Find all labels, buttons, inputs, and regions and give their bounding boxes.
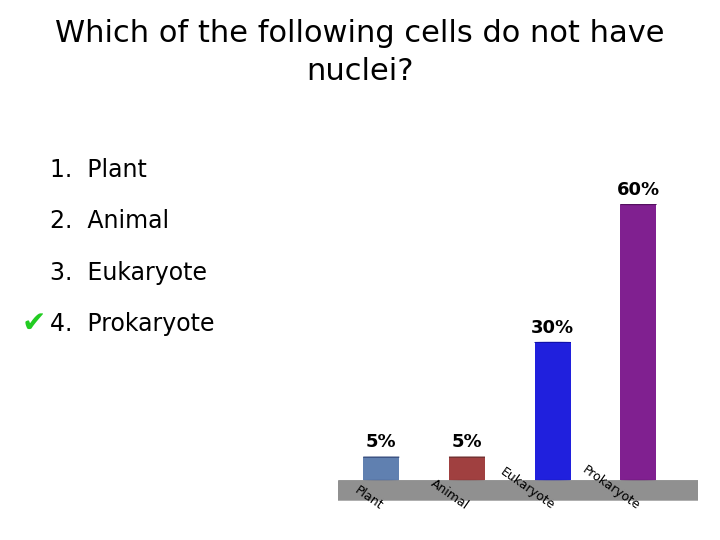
Text: 3.  Eukaryote: 3. Eukaryote bbox=[50, 261, 207, 285]
Polygon shape bbox=[328, 480, 720, 501]
Text: Which of the following cells do not have: Which of the following cells do not have bbox=[55, 19, 665, 48]
Text: 5%: 5% bbox=[451, 434, 482, 451]
Text: 5%: 5% bbox=[366, 434, 397, 451]
Text: 1.  Plant: 1. Plant bbox=[50, 158, 148, 182]
Text: 30%: 30% bbox=[531, 319, 575, 336]
Text: nuclei?: nuclei? bbox=[306, 57, 414, 86]
Bar bbox=[535, 342, 571, 480]
Text: 60%: 60% bbox=[617, 181, 660, 199]
Bar bbox=[621, 205, 657, 480]
Text: 2.  Animal: 2. Animal bbox=[50, 210, 169, 233]
Text: 4.  Prokaryote: 4. Prokaryote bbox=[50, 312, 215, 336]
Text: Animal: Animal bbox=[428, 477, 472, 513]
Bar bbox=[449, 457, 485, 480]
Text: ✔: ✔ bbox=[22, 310, 46, 338]
Bar bbox=[364, 457, 400, 480]
Text: Prokaryote: Prokaryote bbox=[580, 463, 643, 513]
Text: Eukaryote: Eukaryote bbox=[498, 466, 557, 513]
Text: Plant: Plant bbox=[352, 484, 385, 513]
